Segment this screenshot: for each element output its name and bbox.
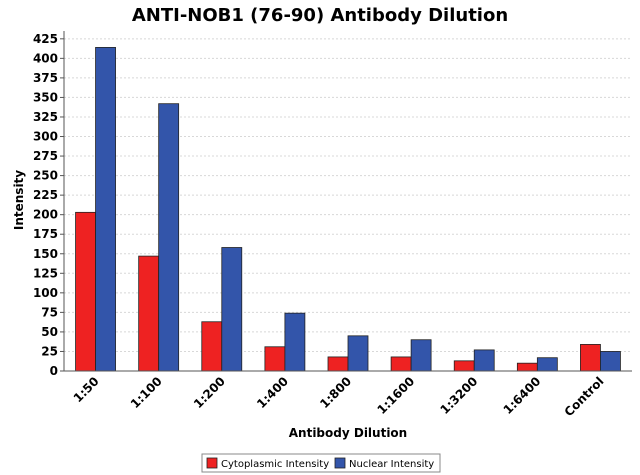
bar-nuclear — [95, 47, 116, 372]
legend-box — [201, 453, 441, 473]
y-tick-label: 250 — [33, 169, 58, 183]
bar-nuclear — [536, 357, 558, 372]
bar-nuclear — [473, 349, 495, 372]
legend-label: Cytoplasmic Intensity — [221, 459, 329, 470]
x-tick-label: Control — [562, 374, 607, 419]
y-tick-label: 275 — [33, 149, 58, 163]
grid-lines — [64, 38, 632, 352]
bar-nuclear — [221, 247, 243, 372]
y-tick-label: 325 — [33, 110, 58, 124]
legend-swatch — [334, 457, 346, 469]
legend-swatch — [206, 457, 218, 469]
x-tick-label: 1:1600 — [374, 374, 417, 417]
y-tick-label: 400 — [33, 51, 58, 65]
bar-cytoplasmic — [390, 356, 412, 372]
x-tick-label: 1:400 — [254, 374, 291, 411]
y-tick-label: 175 — [33, 227, 58, 241]
bar-cytoplasmic — [453, 360, 475, 372]
y-tick-label: 200 — [33, 208, 58, 222]
bar-nuclear — [284, 312, 306, 372]
y-tick-label: 375 — [33, 71, 58, 85]
bar-cytoplasmic — [516, 362, 538, 372]
bars — [75, 47, 621, 372]
y-axis-title: Intensity — [12, 170, 26, 230]
y-tick-label: 75 — [41, 305, 58, 319]
y-tick-label: 25 — [41, 344, 58, 358]
y-tick-label: 300 — [33, 130, 58, 144]
bar-nuclear — [600, 351, 621, 372]
bar-nuclear — [347, 335, 369, 372]
y-tick-label: 0 — [50, 364, 58, 378]
bar-cytoplasmic — [75, 211, 96, 372]
y-tick-label: 150 — [33, 247, 58, 261]
bar-cytoplasmic — [580, 344, 601, 372]
y-tick-label: 50 — [41, 325, 58, 339]
x-axis-title: Antibody Dilution — [289, 426, 407, 440]
axes — [63, 31, 632, 372]
x-tick-label: 1:100 — [128, 374, 165, 411]
bar-cytoplasmic — [138, 255, 160, 372]
x-tick-label: 1:200 — [191, 374, 228, 411]
y-tick-label: 225 — [33, 188, 58, 202]
chart-title: ANTI-NOB1 (76-90) Antibody Dilution — [132, 5, 508, 26]
bar-cytoplasmic — [264, 346, 286, 372]
x-ticks: 1:50 1:100 1:200 1:400 1:800 1:1600 1:3200 1:64… — [71, 374, 607, 419]
bar-cytoplasmic — [201, 321, 223, 372]
bar-cytoplasmic — [327, 356, 349, 372]
bar-nuclear — [158, 103, 180, 372]
y-tick-label: 350 — [33, 90, 58, 104]
x-tick-label: 1:6400 — [501, 374, 544, 417]
y-tick-label: 425 — [33, 32, 58, 46]
x-tick-label: 1:3200 — [438, 374, 481, 417]
y-tick-label: 100 — [33, 286, 58, 300]
x-tick-label: 1:800 — [317, 374, 354, 411]
x-tick-label: 1:50 — [71, 374, 102, 405]
y-tick-label: 125 — [33, 266, 58, 280]
y-ticks: 0 25 50 75 100 125 150 175 200 225 250 275 300 325 350… — [33, 32, 64, 378]
bar-nuclear — [410, 339, 432, 372]
legend: Cytoplasmic Intensity Nuclear Intensity — [201, 453, 441, 473]
legend-label: Nuclear Intensity — [349, 459, 434, 470]
